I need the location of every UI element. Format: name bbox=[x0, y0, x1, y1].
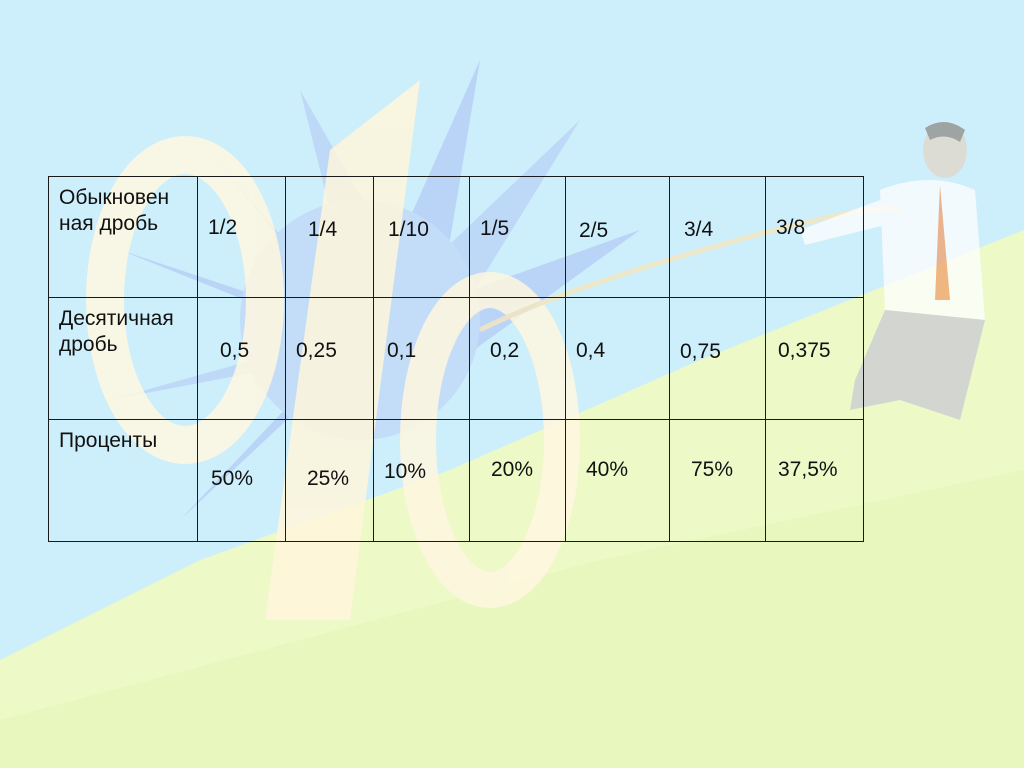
row-header-percent: Проценты bbox=[48, 419, 198, 542]
table-row-percent: Проценты 50% 25% 10% 20% 40% 75% 37,5% bbox=[48, 419, 864, 542]
table-cell: 25% bbox=[285, 419, 374, 542]
cell-value: 0,2 bbox=[490, 339, 520, 362]
table-cell: 40% bbox=[565, 419, 670, 542]
cell-value: 3/4 bbox=[684, 218, 714, 241]
table-cell: 1/5 bbox=[469, 176, 566, 298]
cell-value: 3/8 bbox=[776, 216, 806, 239]
cell-value: 1/10 bbox=[388, 218, 429, 241]
cell-value: 1/2 bbox=[208, 216, 238, 239]
row-header-decimal-fraction: Десятичная дробь bbox=[48, 297, 198, 420]
man-pulling-rope-icon bbox=[800, 121, 985, 420]
table-cell: 0,4 bbox=[565, 297, 670, 420]
table-cell: 2/5 bbox=[565, 176, 670, 298]
cell-value: 0,4 bbox=[576, 339, 606, 362]
cell-value: 0,375 bbox=[778, 339, 831, 362]
table-cell: 10% bbox=[373, 419, 470, 542]
table-cell: 75% bbox=[669, 419, 766, 542]
cell-value: 10% bbox=[384, 460, 427, 483]
row-header-line: Десятичная bbox=[59, 307, 174, 330]
cell-value: 0,75 bbox=[680, 340, 721, 363]
table-cell: 20% bbox=[469, 419, 566, 542]
table-cell: 0,1 bbox=[373, 297, 470, 420]
table-cell: 1/4 bbox=[285, 176, 374, 298]
table-cell: 37,5% bbox=[765, 419, 864, 542]
row-header-common-fraction: Обыкновен ная дробь bbox=[48, 176, 198, 298]
fractions-table: Обыкновен ная дробь 1/2 1/4 1/10 1/5 2/5 … bbox=[48, 176, 864, 542]
table-cell: 0,75 bbox=[669, 297, 766, 420]
table-row-decimal-fraction: Десятичная дробь 0,5 0,25 0,1 0,2 0,4 0,7… bbox=[48, 297, 864, 420]
table-cell: 1/10 bbox=[373, 176, 470, 298]
table-cell: 1/2 bbox=[197, 176, 286, 298]
row-header-line: Проценты bbox=[59, 429, 158, 452]
cell-value: 0,1 bbox=[387, 339, 417, 362]
cell-value: 50% bbox=[211, 467, 254, 490]
row-header-line: Обыкновен bbox=[59, 186, 170, 209]
table-cell: 0,2 bbox=[469, 297, 566, 420]
table-cell: 0,375 bbox=[765, 297, 864, 420]
cell-value: 1/5 bbox=[480, 217, 510, 240]
cell-value: 40% bbox=[586, 458, 629, 481]
table-cell: 0,25 bbox=[285, 297, 374, 420]
cell-value: 37,5% bbox=[778, 458, 838, 481]
cell-value: 2/5 bbox=[579, 219, 609, 242]
table-row-common-fraction: Обыкновен ная дробь 1/2 1/4 1/10 1/5 2/5 … bbox=[48, 176, 864, 298]
cell-value: 0,5 bbox=[220, 339, 250, 362]
cell-value: 20% bbox=[491, 458, 534, 481]
table-cell: 3/4 bbox=[669, 176, 766, 298]
table-cell: 0,5 bbox=[197, 297, 286, 420]
table-cell: 3/8 bbox=[765, 176, 864, 298]
cell-value: 1/4 bbox=[308, 218, 338, 241]
row-header-line: ная дробь bbox=[59, 212, 159, 235]
table-cell: 50% bbox=[197, 419, 286, 542]
cell-value: 0,25 bbox=[296, 339, 337, 362]
row-header-line: дробь bbox=[59, 333, 118, 356]
cell-value: 25% bbox=[307, 467, 350, 490]
cell-value: 75% bbox=[691, 458, 734, 481]
